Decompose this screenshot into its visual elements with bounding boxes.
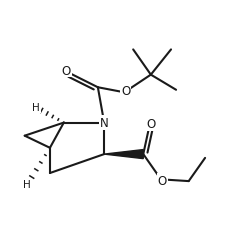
Text: H: H [32, 103, 40, 113]
Polygon shape [104, 150, 143, 159]
Text: O: O [61, 64, 71, 77]
Text: H: H [23, 179, 31, 190]
Text: O: O [157, 174, 166, 187]
Text: N: N [99, 117, 108, 130]
Text: O: O [146, 118, 155, 131]
Text: O: O [120, 84, 130, 97]
